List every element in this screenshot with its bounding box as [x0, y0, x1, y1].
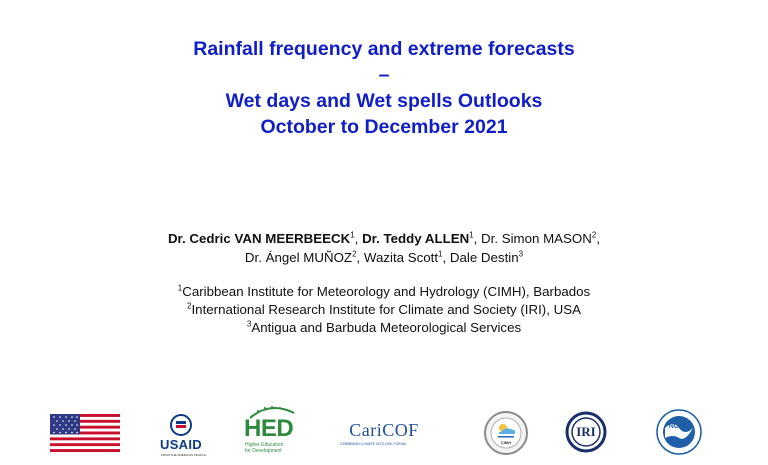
affiliation-text: Antigua and Barbuda Meteorological Servi…: [251, 320, 522, 335]
affiliation-text: Caribbean Institute for Meteorology and …: [182, 284, 591, 299]
slide-title: Rainfall frequency and extreme forecasts…: [0, 36, 768, 140]
caricof-tagline: CARIBBEAN CLIMATE OUTLOOK FORUM: [340, 442, 406, 446]
author-name: Dale Destin: [449, 250, 519, 265]
author-separator: ,: [442, 250, 450, 265]
iri-wordmark: IRI: [576, 424, 596, 439]
author-sup: 2: [591, 230, 597, 240]
title-line-3: Wet days and Wet spells Outlooks: [225, 90, 543, 112]
author-separator: ,: [596, 231, 601, 246]
hed-arc-icon: [249, 406, 295, 419]
usaid-seal-icon: [170, 414, 192, 436]
usa-flag-logo: [50, 414, 120, 453]
author-sup: 1: [469, 230, 474, 240]
author-separator: ,: [356, 250, 364, 265]
caricof-logo: CariCOF CARIBBEAN CLIMATE OUTLOOK FORUM: [338, 420, 430, 450]
affiliation-sup: 1: [177, 283, 183, 293]
cimh-logo: CIMH: [483, 410, 529, 456]
caricof-wordmark: CariCOF: [349, 420, 419, 440]
author-sup: 1: [350, 230, 355, 240]
hed-tagline-1: Higher Education: [245, 442, 284, 448]
author-sup: 2: [352, 249, 357, 259]
author-line-2: Dr. Ángel MUÑOZ2, Wazita Scott1, Dale De…: [100, 248, 668, 267]
author-list: Dr. Cedric VAN MEERBEECK1, Dr. Teddy ALL…: [100, 229, 668, 267]
title-line-1: Rainfall frequency and extreme forecasts: [193, 38, 575, 60]
author-name: Dr. Simon MASON: [481, 231, 592, 246]
author-name: Dr. Cedric VAN MEERBEECK: [167, 231, 351, 246]
author-sup: 1: [438, 249, 443, 259]
noaa-logo: NOAA: [655, 408, 703, 456]
cimh-wordmark: CIMH: [500, 440, 512, 445]
author-name: Dr. Teddy ALLEN: [362, 231, 470, 246]
affiliation-sup: 2: [187, 301, 192, 311]
title-line-2: –: [378, 64, 390, 86]
affiliation-item: 3Antigua and Barbuda Meteorological Serv…: [100, 319, 668, 337]
author-name: Dr. Ángel MUÑOZ: [244, 250, 353, 265]
noaa-seal-icon: [656, 409, 702, 455]
hed-logo: HED Higher Education for Development: [240, 405, 300, 457]
usaid-wordmark: USAID: [160, 437, 202, 452]
affiliation-item: 1Caribbean Institute for Meteorology and…: [100, 283, 668, 301]
affiliation-list: 1Caribbean Institute for Meteorology and…: [100, 283, 668, 337]
usaid-tagline: FROM THE AMERICAN PEOPLE: [161, 453, 206, 457]
author-line-1: Dr. Cedric VAN MEERBEECK1, Dr. Teddy ALL…: [100, 229, 668, 248]
usa-flag-icon: [50, 414, 120, 453]
author-separator: ,: [473, 231, 482, 246]
affiliation-sup: 3: [246, 319, 252, 329]
hed-wordmark: HED: [244, 415, 294, 442]
author-name: Wazita Scott: [363, 250, 439, 265]
iri-logo: IRI: [565, 411, 607, 453]
author-separator: ,: [354, 231, 363, 246]
iri-ring-icon: [565, 411, 607, 453]
affiliation-item: 2International Research Institute for Cl…: [100, 301, 668, 319]
noaa-wordmark: NOAA: [668, 423, 690, 430]
hed-tagline-2: for Development: [245, 448, 282, 454]
affiliation-text: International Research Institute for Cli…: [191, 302, 581, 317]
usaid-logo: USAID FROM THE AMERICAN PEOPLE: [155, 413, 207, 459]
author-sup: 3: [518, 249, 524, 259]
title-line-4: October to December 2021: [260, 116, 508, 138]
cimh-seal-icon: [484, 411, 528, 455]
